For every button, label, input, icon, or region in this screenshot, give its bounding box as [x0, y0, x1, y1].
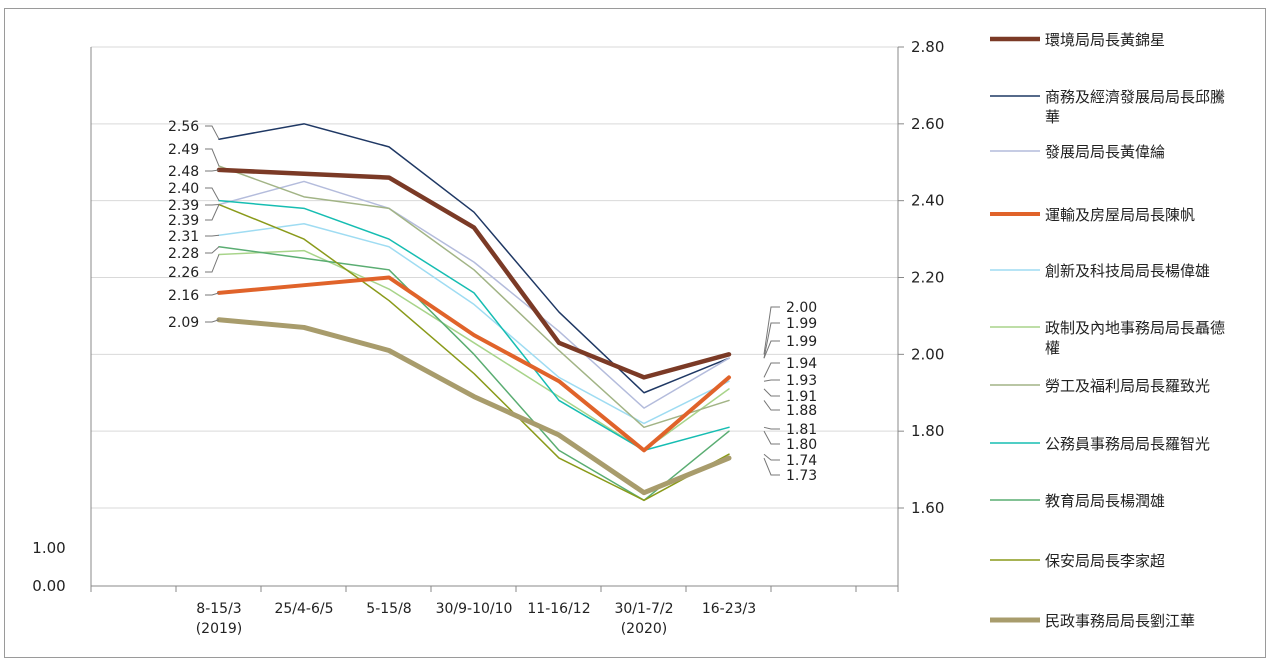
legend-label: 勞工及福利局局長羅致光	[1045, 377, 1210, 395]
category-label: 25/4-6/5	[274, 601, 333, 617]
data-label-right: 1.81	[786, 422, 817, 438]
data-label-right: 1.80	[786, 437, 817, 453]
leader-line	[205, 188, 219, 201]
series-line	[219, 124, 729, 393]
legend-label: 公務員事務局局長羅智光	[1045, 435, 1210, 453]
legend-label: 商務及經濟發展局局長邱騰	[1045, 88, 1225, 106]
legend-label: 政制及內地事務局局長聶德	[1045, 319, 1225, 337]
y-tick-label: 2.60	[911, 115, 944, 133]
category-label: 30/9-10/10	[436, 601, 513, 617]
data-label-left: 2.49	[168, 142, 199, 158]
chart-frame: 1.60 1.80 2.00 2.20 2.40 2.60 2.80 0.00 1.00 8-15…	[4, 8, 1266, 658]
leader-line	[764, 458, 780, 475]
legend-label: 民政事務局局長劉江華	[1045, 612, 1195, 630]
series-line	[219, 205, 729, 501]
category-label: 16-23/3	[702, 601, 756, 617]
legend: 環境局局長黃錦星商務及經濟發展局局長邱騰華發展局局長黃偉綸運輸及房屋局局長陳帆創…	[990, 31, 1225, 630]
legend-label: 運輸及房屋局局長陳帆	[1045, 206, 1195, 224]
data-label-left: 2.26	[168, 265, 199, 281]
data-label-left: 2.40	[168, 181, 199, 197]
series-line	[219, 224, 729, 424]
data-label-right: 1.94	[786, 356, 817, 372]
y-tick-label: 2.80	[911, 38, 944, 56]
legend-label: 教育局局長楊潤雄	[1045, 492, 1165, 510]
y-tick-label: 1.80	[911, 422, 944, 440]
category-label: 8-15/3	[196, 601, 241, 617]
leader-line	[205, 170, 219, 171]
y-tick-label: 1.60	[911, 499, 944, 517]
category-label: 11-16/12	[527, 601, 590, 617]
data-label-left: 2.28	[168, 246, 199, 262]
data-label-right: 1.73	[786, 468, 817, 484]
leader-line	[764, 380, 780, 381]
data-label-left: 2.48	[168, 164, 199, 180]
data-label-right: 1.93	[786, 373, 817, 389]
category-label: 30/1-7/2	[614, 601, 673, 617]
leader-line	[764, 363, 780, 377]
y-tick-label: 2.40	[911, 192, 944, 210]
category-label: (2019)	[196, 621, 243, 637]
series-lines	[219, 124, 729, 500]
leader-line	[205, 205, 219, 220]
series-line	[219, 166, 729, 427]
series-line	[219, 251, 729, 451]
leader-line	[205, 126, 219, 139]
data-label-left: 2.39	[168, 198, 199, 214]
y-tick-label: 2.00	[911, 345, 944, 363]
data-label-left: 2.31	[168, 229, 199, 245]
data-label-right: 1.74	[786, 453, 817, 469]
legend-label: 權	[1045, 339, 1060, 357]
leader-line	[205, 254, 219, 272]
data-label-left: 2.39	[168, 213, 199, 229]
legend-label: 環境局局長黃錦星	[1045, 31, 1165, 49]
category-label: 5-15/8	[366, 601, 411, 617]
leader-line	[764, 427, 780, 429]
leader-line	[205, 293, 219, 295]
data-label-left: 2.16	[168, 288, 199, 304]
data-label-left: 2.09	[168, 315, 199, 331]
left-tick-label: 0.00	[32, 577, 65, 595]
legend-label: 創新及科技局局長楊偉雄	[1045, 262, 1210, 280]
leader-line	[764, 431, 780, 444]
leader-line	[205, 247, 219, 253]
data-label-right: 2.00	[786, 300, 817, 316]
left-tick-label: 1.00	[32, 539, 65, 557]
legend-label: 保安局局長李家超	[1045, 552, 1165, 570]
leader-line	[205, 149, 219, 166]
leader-line	[205, 320, 219, 322]
y-tick-label: 2.20	[911, 269, 944, 287]
data-label-left: 2.56	[168, 119, 199, 135]
legend-label: 華	[1045, 108, 1060, 126]
leader-line	[764, 400, 780, 410]
category-label: (2020)	[621, 621, 668, 637]
leader-line	[764, 389, 780, 396]
leader-line	[764, 454, 780, 460]
legend-label: 發展局局長黃偉綸	[1045, 143, 1165, 161]
data-label-right: 1.99	[786, 316, 817, 332]
gridlines	[91, 47, 898, 508]
data-label-right: 1.88	[786, 403, 817, 419]
data-label-right: 1.99	[786, 334, 817, 350]
leader-line	[205, 235, 219, 236]
series-line	[219, 320, 729, 493]
line-chart: 1.60 1.80 2.00 2.20 2.40 2.60 2.80 0.00 1.00 8-15…	[5, 9, 1267, 651]
